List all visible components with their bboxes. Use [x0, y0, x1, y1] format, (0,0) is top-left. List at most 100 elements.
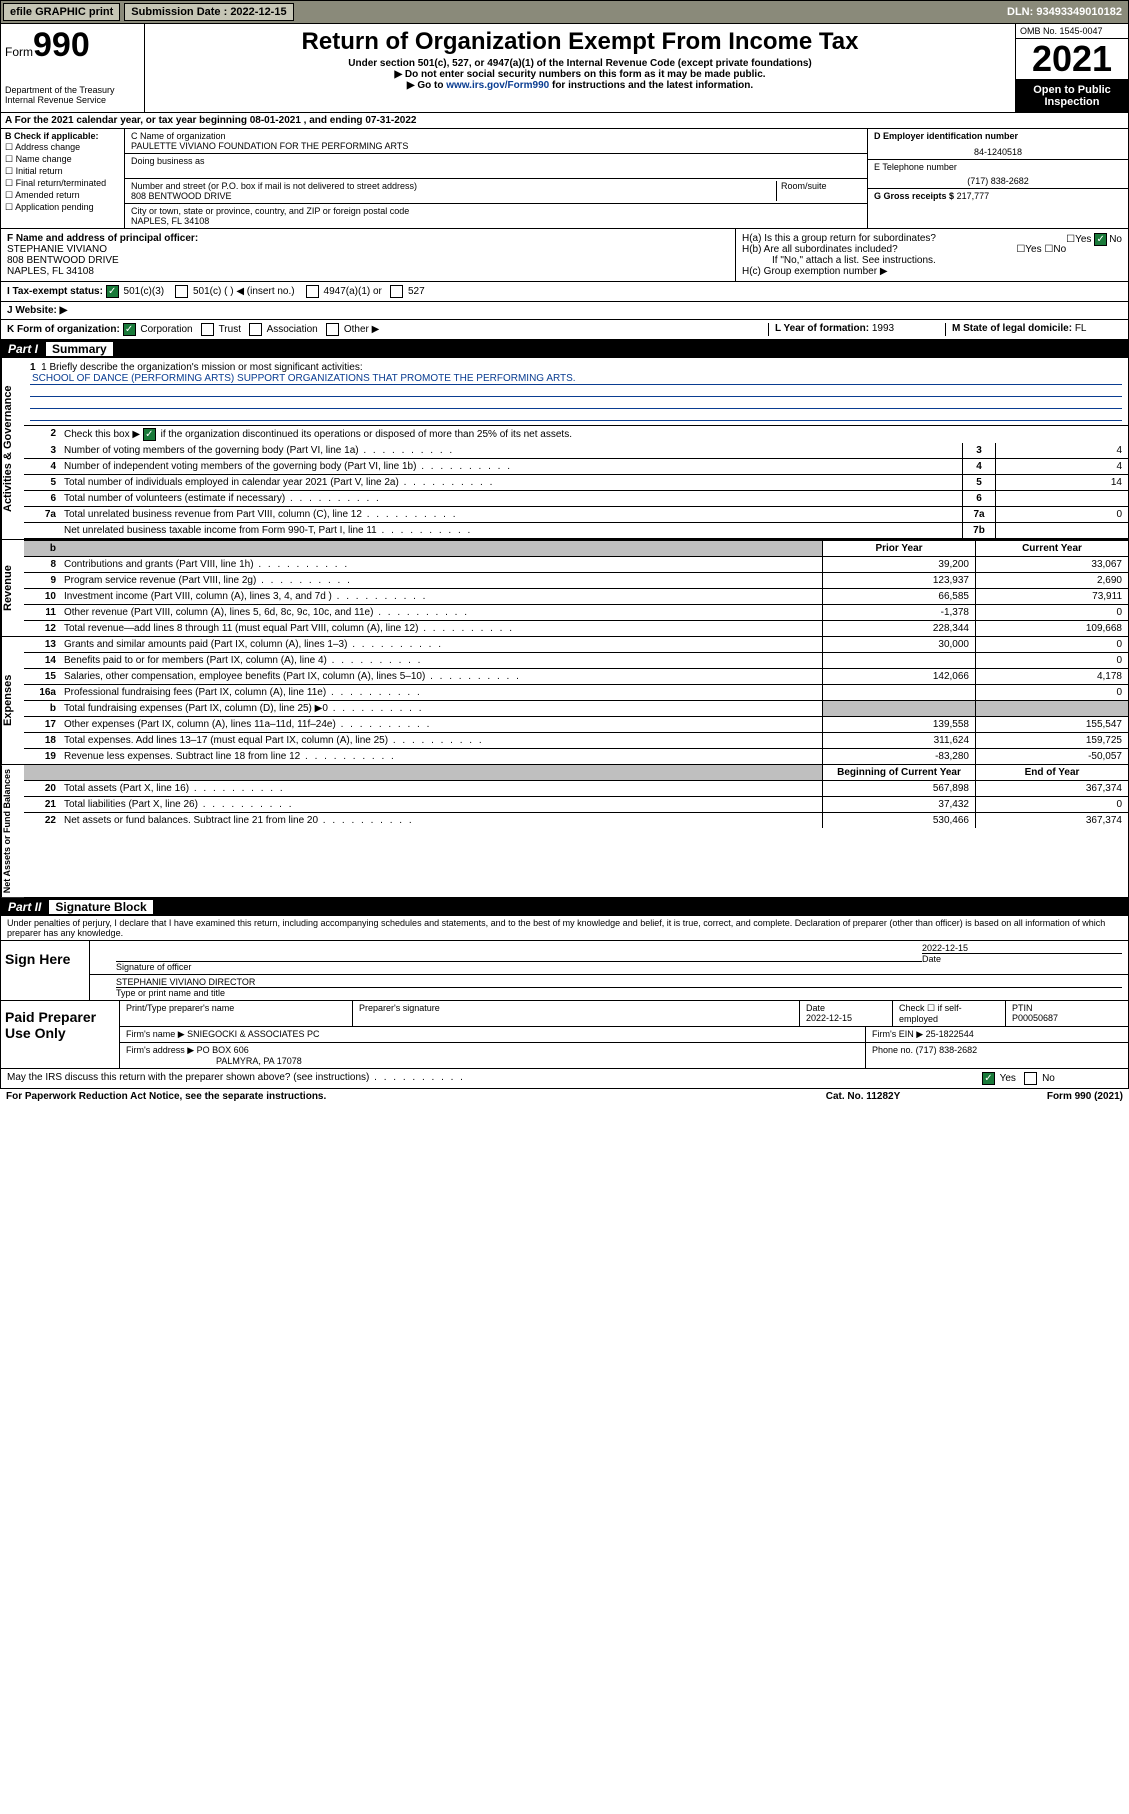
dln: DLN: 93493349010182 [1007, 6, 1128, 18]
cat-no: Cat. No. 11282Y [763, 1091, 963, 1102]
line-16a-cur: 0 [976, 685, 1128, 700]
self-employed-check[interactable]: Check ☐ if self-employed [893, 1001, 1006, 1026]
ein: 84-1240518 [874, 141, 1122, 157]
efile-button[interactable]: efile GRAPHIC print [3, 3, 120, 21]
net-assets-section: Net Assets or Fund Balances Beginning of… [0, 765, 1129, 898]
line-3-val: 4 [996, 443, 1128, 458]
row-j: J Website: ▶ [0, 302, 1129, 320]
part-2-header: Part IISignature Block [0, 898, 1129, 916]
line-10-desc: Investment income (Part VIII, column (A)… [60, 589, 823, 604]
cb-527[interactable] [390, 285, 403, 298]
date-label: Date [922, 953, 1122, 964]
sign-here-label: Sign Here [1, 941, 90, 1000]
line-15-prior: 142,066 [823, 669, 976, 684]
governance-section: Activities & Governance 1 1 Briefly desc… [0, 358, 1129, 540]
officer-name-title: STEPHANIE VIVIANO DIRECTOR [116, 977, 1122, 988]
current-year-hdr: Current Year [976, 541, 1128, 556]
instructions-link[interactable]: www.irs.gov/Form990 [446, 80, 549, 91]
line-18-cur: 159,725 [976, 733, 1128, 748]
line-7a-desc: Total unrelated business revenue from Pa… [60, 507, 963, 522]
line-11-cur: 0 [976, 605, 1128, 620]
revenue-section: Revenue b Prior Year Current Year 8Contr… [0, 540, 1129, 637]
cb-corporation[interactable] [123, 323, 136, 336]
cb-initial-return[interactable]: ☐ Initial return [5, 166, 120, 177]
line-5-desc: Total number of individuals employed in … [60, 475, 963, 490]
row-i: I Tax-exempt status: 501(c)(3) 501(c) ( … [0, 282, 1129, 302]
firm-phone: (717) 838-2682 [916, 1045, 978, 1055]
line-13-desc: Grants and similar amounts paid (Part IX… [60, 637, 823, 652]
sig-officer-label: Signature of officer [116, 962, 922, 972]
cb-discuss-no[interactable] [1024, 1072, 1037, 1085]
subtitle-2: ▶ Do not enter social security numbers o… [151, 69, 1009, 80]
net-vlabel: Net Assets or Fund Balances [1, 765, 24, 897]
cb-application[interactable]: ☐ Application pending [5, 202, 120, 213]
inspection-label: Open to Public Inspection [1016, 80, 1128, 112]
gross-receipts: 217,777 [957, 191, 990, 201]
expenses-vlabel: Expenses [1, 637, 24, 764]
ein-label: D Employer identification number [874, 131, 1018, 141]
mission-label: 1 Briefly describe the organization's mi… [41, 362, 363, 373]
cb-other[interactable] [326, 323, 339, 336]
cb-discontinued[interactable] [143, 428, 156, 441]
cb-501c[interactable] [175, 285, 188, 298]
cb-final-return[interactable]: ☐ Final return/terminated [5, 178, 120, 189]
paid-preparer-label: Paid Preparer Use Only [1, 1001, 120, 1068]
signature-block: Under penalties of perjury, I declare th… [0, 916, 1129, 1001]
ptin: P00050687 [1012, 1013, 1058, 1023]
row-k: K Form of organization: Corporation Trus… [0, 320, 1129, 340]
line-9-cur: 2,690 [976, 573, 1128, 588]
form-header: Form990 Department of the Treasury Inter… [0, 24, 1129, 113]
line-14-prior [823, 653, 976, 668]
line-19-prior: -83,280 [823, 749, 976, 764]
omb-number: OMB No. 1545-0047 [1016, 24, 1128, 39]
cb-discuss-yes[interactable] [982, 1072, 995, 1085]
f-label: F Name and address of principal officer: [7, 233, 198, 244]
governance-vlabel: Activities & Governance [1, 358, 24, 539]
ha-no-checkbox[interactable] [1094, 233, 1107, 246]
irs-label: Internal Revenue Service [5, 95, 140, 105]
topbar: efile GRAPHIC print Submission Date : 20… [0, 0, 1129, 24]
discuss-row: May the IRS discuss this return with the… [0, 1069, 1129, 1089]
cb-trust[interactable] [201, 323, 214, 336]
preparer-name-hdr: Print/Type preparer's name [120, 1001, 353, 1026]
line-9-prior: 123,937 [823, 573, 976, 588]
cb-amended[interactable]: ☐ Amended return [5, 190, 120, 201]
line-3-desc: Number of voting members of the governin… [60, 443, 963, 458]
addr-label: Number and street (or P.O. box if mail i… [131, 181, 776, 191]
section-f-h: F Name and address of principal officer:… [0, 229, 1129, 282]
tax-year: 2021 [1016, 39, 1128, 80]
line-15-desc: Salaries, other compensation, employee b… [60, 669, 823, 684]
beginning-year-hdr: Beginning of Current Year [823, 765, 976, 780]
line-b-prior [823, 701, 976, 716]
line-10-cur: 73,911 [976, 589, 1128, 604]
cb-name-change[interactable]: ☐ Name change [5, 154, 120, 165]
city-label: City or town, state or province, country… [131, 206, 861, 216]
org-name-label: C Name of organization [131, 131, 861, 141]
line-11-desc: Other revenue (Part VIII, column (A), li… [60, 605, 823, 620]
h-note: If "No," attach a list. See instructions… [742, 255, 1122, 266]
cb-501c3[interactable] [106, 285, 119, 298]
cb-4947[interactable] [306, 285, 319, 298]
line-8-cur: 33,067 [976, 557, 1128, 572]
cb-address-change[interactable]: ☐ Address change [5, 142, 120, 153]
line-14-cur: 0 [976, 653, 1128, 668]
line-22-desc: Net assets or fund balances. Subtract li… [60, 813, 823, 828]
cb-assoc[interactable] [249, 323, 262, 336]
line-12-desc: Total revenue—add lines 8 through 11 (mu… [60, 621, 823, 636]
line-13-cur: 0 [976, 637, 1128, 652]
line-4-desc: Number of independent voting members of … [60, 459, 963, 474]
subtitle-1: Under section 501(c), 527, or 4947(a)(1)… [151, 58, 1009, 69]
line-21-cur: 0 [976, 797, 1128, 812]
line-17-prior: 139,558 [823, 717, 976, 732]
dba-label: Doing business as [131, 156, 861, 166]
year-formation: 1993 [872, 323, 894, 334]
firm-name: SNIEGOCKI & ASSOCIATES PC [187, 1029, 319, 1039]
prior-year-hdr: Prior Year [823, 541, 976, 556]
line-18-desc: Total expenses. Add lines 13–17 (must eq… [60, 733, 823, 748]
line-11-prior: -1,378 [823, 605, 976, 620]
form-number: Form990 [5, 26, 140, 65]
line-5-val: 14 [996, 475, 1128, 490]
line-21-desc: Total liabilities (Part X, line 26) [60, 797, 823, 812]
state-domicile: FL [1075, 323, 1087, 334]
end-year-hdr: End of Year [976, 765, 1128, 780]
